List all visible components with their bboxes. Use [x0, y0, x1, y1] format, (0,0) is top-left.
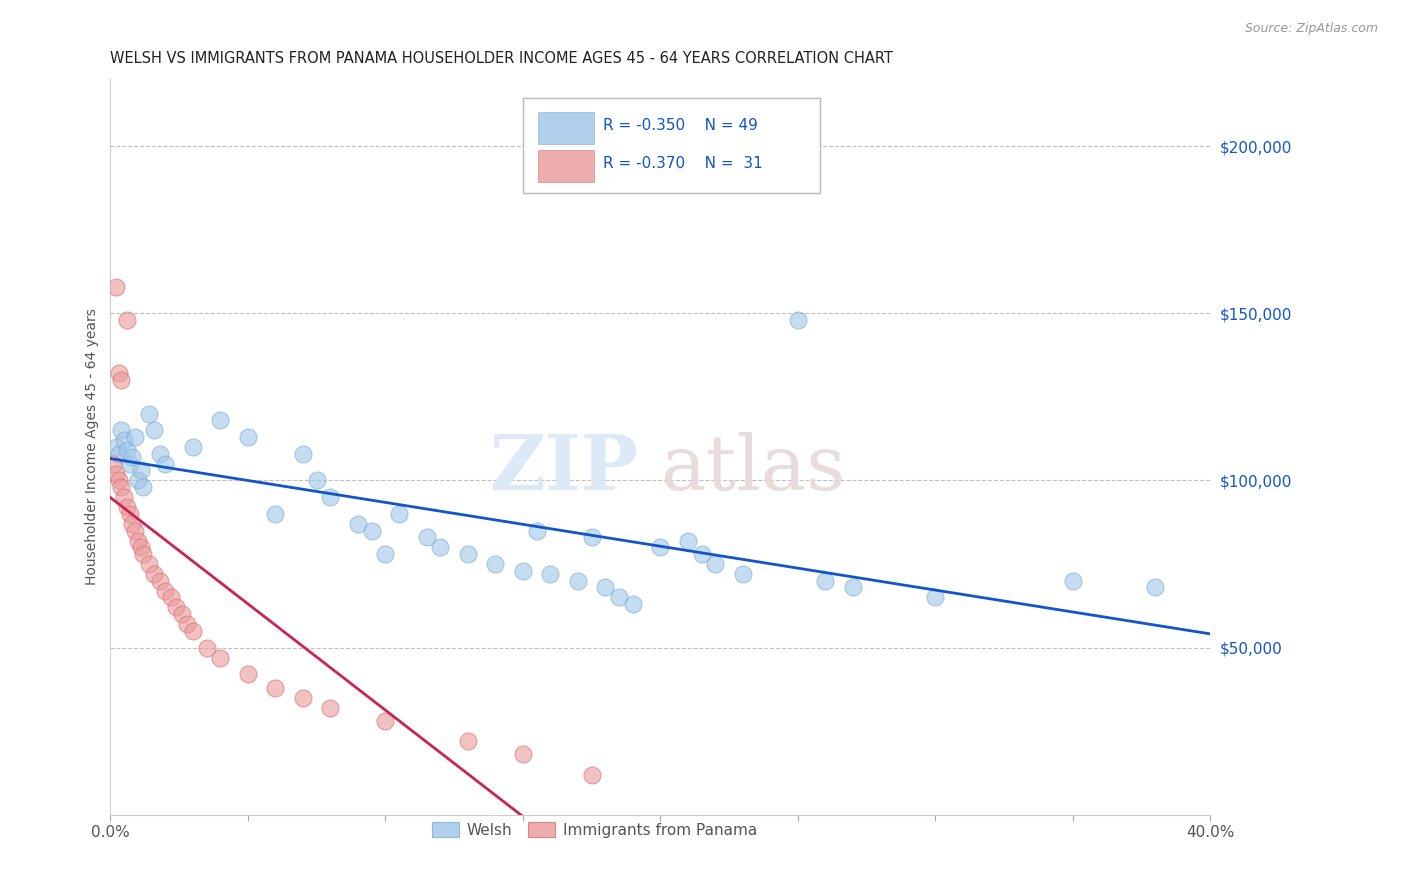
Point	[264, 681, 287, 695]
Point	[181, 440, 204, 454]
FancyBboxPatch shape	[523, 98, 820, 194]
Point	[138, 407, 160, 421]
Point	[104, 467, 127, 481]
Point	[104, 279, 127, 293]
Point	[155, 457, 177, 471]
Point	[319, 700, 342, 714]
Point	[236, 667, 259, 681]
Point	[121, 450, 143, 464]
Point	[512, 747, 534, 762]
Point	[291, 690, 314, 705]
Point	[595, 580, 617, 594]
Point	[814, 574, 837, 588]
Point	[115, 500, 138, 515]
Text: R = -0.370    N =  31: R = -0.370 N = 31	[603, 156, 763, 171]
Point	[165, 600, 187, 615]
Point	[581, 767, 603, 781]
Point	[787, 313, 810, 327]
Point	[132, 547, 155, 561]
Point	[291, 447, 314, 461]
Point	[195, 640, 218, 655]
Point	[374, 714, 396, 728]
Point	[457, 734, 479, 748]
Point	[305, 474, 328, 488]
Point	[129, 463, 152, 477]
Point	[264, 507, 287, 521]
Point	[115, 313, 138, 327]
Point	[512, 564, 534, 578]
Point	[101, 457, 124, 471]
Point	[143, 423, 166, 437]
Point	[170, 607, 193, 621]
Point	[138, 557, 160, 571]
Point	[149, 574, 172, 588]
Point	[388, 507, 411, 521]
Point	[115, 443, 138, 458]
Point	[181, 624, 204, 638]
Point	[104, 440, 127, 454]
Point	[209, 650, 232, 665]
Point	[650, 541, 672, 555]
Point	[526, 524, 548, 538]
Point	[374, 547, 396, 561]
Text: WELSH VS IMMIGRANTS FROM PANAMA HOUSEHOLDER INCOME AGES 45 - 64 YEARS CORRELATIO: WELSH VS IMMIGRANTS FROM PANAMA HOUSEHOL…	[111, 51, 893, 66]
Point	[121, 516, 143, 531]
Point	[132, 480, 155, 494]
Point	[110, 480, 132, 494]
FancyBboxPatch shape	[538, 112, 595, 144]
Point	[160, 591, 183, 605]
Text: R = -0.350    N = 49: R = -0.350 N = 49	[603, 118, 758, 133]
Point	[924, 591, 946, 605]
Legend: Welsh, Immigrants from Panama: Welsh, Immigrants from Panama	[426, 815, 763, 844]
FancyBboxPatch shape	[538, 150, 595, 182]
Y-axis label: Householder Income Ages 45 - 64 years: Householder Income Ages 45 - 64 years	[86, 309, 100, 585]
Point	[842, 580, 865, 594]
Point	[107, 474, 129, 488]
Point	[429, 541, 451, 555]
Point	[112, 490, 135, 504]
Point	[567, 574, 589, 588]
Point	[209, 413, 232, 427]
Point	[676, 533, 699, 548]
Point	[236, 430, 259, 444]
Text: ZIP: ZIP	[489, 432, 638, 506]
Point	[107, 447, 129, 461]
Point	[731, 566, 754, 581]
Point	[607, 591, 630, 605]
Point	[112, 434, 135, 448]
Point	[110, 373, 132, 387]
Point	[704, 557, 727, 571]
Point	[155, 583, 177, 598]
Text: Source: ZipAtlas.com: Source: ZipAtlas.com	[1244, 22, 1378, 36]
Point	[457, 547, 479, 561]
Point	[581, 530, 603, 544]
Point	[118, 457, 141, 471]
Point	[124, 430, 146, 444]
Point	[347, 516, 370, 531]
Point	[129, 541, 152, 555]
Point	[127, 474, 149, 488]
Point	[415, 530, 437, 544]
Point	[538, 566, 561, 581]
Point	[143, 566, 166, 581]
Point	[124, 524, 146, 538]
Point	[107, 367, 129, 381]
Point	[1144, 580, 1167, 594]
Text: atlas: atlas	[661, 432, 846, 506]
Point	[360, 524, 382, 538]
Point	[1062, 574, 1084, 588]
Point	[118, 507, 141, 521]
Point	[149, 447, 172, 461]
Point	[176, 617, 198, 632]
Point	[621, 597, 644, 611]
Point	[484, 557, 506, 571]
Point	[319, 490, 342, 504]
Point	[690, 547, 713, 561]
Point	[127, 533, 149, 548]
Point	[110, 423, 132, 437]
